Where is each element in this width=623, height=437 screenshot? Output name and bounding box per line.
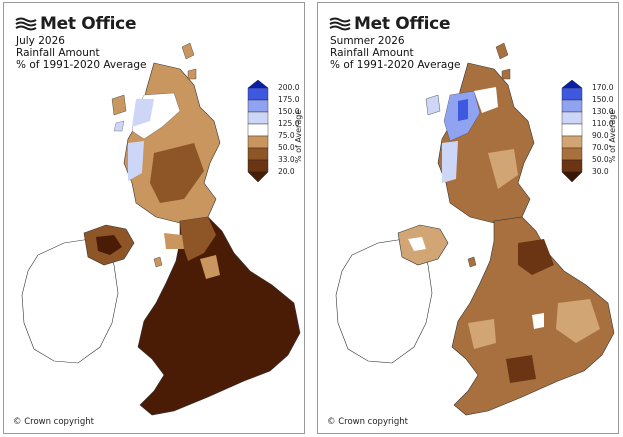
legend-colorbar [561,79,583,183]
england-wales [137,216,301,416]
july-rainfall-panel: Met Office July 2026 Rainfall Amount % o… [3,2,305,434]
legend-colorbar [247,79,269,183]
met-office-logo: Met Office [15,13,136,35]
logo-text: Met Office [40,14,137,34]
met-office-logo: Met Office [329,13,450,35]
legend-tick: 200.0 [278,83,300,92]
legend-tick: 75.0 [278,131,295,140]
legend-tick: 130.0 [592,107,614,116]
legend-tick: 90.0 [592,131,609,140]
met-office-wave-icon [15,17,37,31]
uk-rainfall-map [21,42,301,416]
legend-tick: 33.0 [278,155,295,164]
met-office-wave-icon [329,17,351,31]
legend-tick: 125.0 [278,119,300,128]
legend-tick: 70.0 [592,143,609,152]
legend-tick: 20.0 [278,167,295,176]
legend-tick: 30.0 [592,167,609,176]
title-baseline: % of 1991-2020 Average [16,59,147,71]
copyright-text: © Crown copyright [13,417,94,427]
color-legend: 200.0 175.0 150.0 125.0 75.0 50.0 33.0 2… [244,78,304,188]
legend-tick: 50.0 [278,143,295,152]
title-period: July 2026 [16,35,65,47]
title-variable: Rainfall Amount [16,47,100,59]
legend-tick: 150.0 [592,95,614,104]
uk-rainfall-map [335,42,615,416]
title-variable: Rainfall Amount [330,47,414,59]
map-titles: Summer 2026 Rainfall Amount % of 1991-20… [330,35,460,71]
legend-tick: 175.0 [278,95,300,104]
summer-rainfall-panel: Met Office Summer 2026 Rainfall Amount %… [317,2,619,434]
legend-tick: 110.0 [592,119,614,128]
logo-text: Met Office [354,14,451,34]
legend-axis-label: % of Average [294,109,303,163]
legend-tick: 170.0 [592,83,614,92]
legend-axis-label: % of Average [608,109,617,163]
title-period: Summer 2026 [330,35,405,47]
color-legend: 170.0 150.0 130.0 110.0 90.0 70.0 50.0 3… [558,78,618,188]
map-titles: July 2026 Rainfall Amount % of 1991-2020… [16,35,146,71]
title-baseline: % of 1991-2020 Average [330,59,461,71]
legend-tick: 150.0 [278,107,300,116]
copyright-text: © Crown copyright [327,417,408,427]
legend-tick: 50.0 [592,155,609,164]
